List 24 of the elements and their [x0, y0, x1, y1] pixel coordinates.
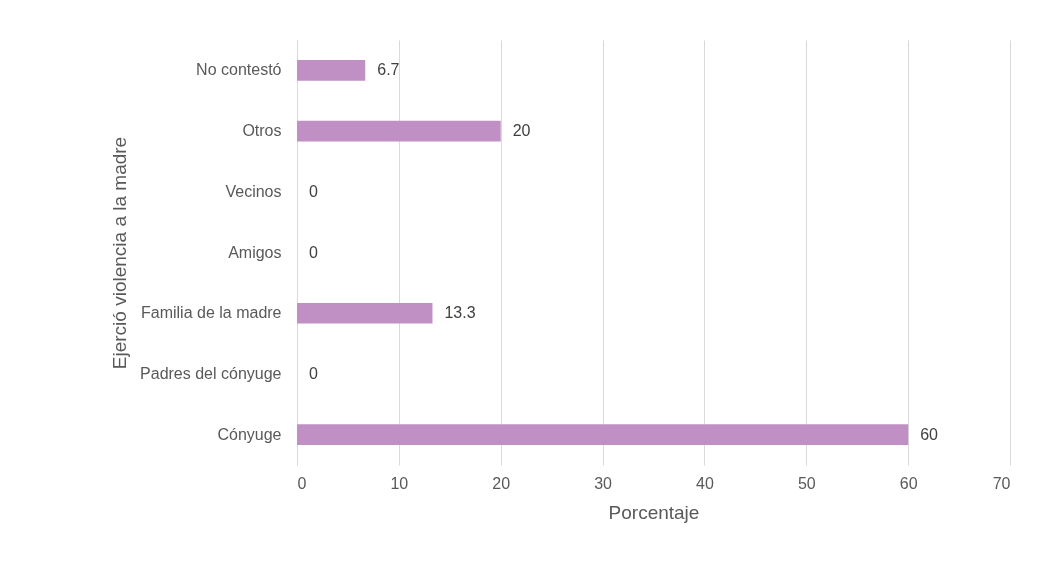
y-tick-label: Cónyuge: [217, 425, 282, 443]
y-tick-label: Padres del cónyuge: [140, 364, 282, 382]
x-tick-label: 40: [696, 474, 714, 492]
data-label: 20: [512, 122, 531, 140]
x-tick-label: 10: [390, 474, 409, 492]
x-axis-title: Porcentaje: [608, 501, 700, 523]
data-label: 0: [309, 243, 318, 261]
x-tick-label: 0: [297, 474, 307, 492]
x-tick-label: 30: [594, 474, 613, 492]
x-tick-label: 70: [992, 474, 1011, 492]
y-tick-label: Amigos: [228, 243, 282, 261]
x-tick-label: 50: [797, 474, 816, 492]
data-label: 6.7: [377, 61, 400, 79]
y-tick-label: No contestó: [196, 61, 282, 79]
y-tick-label: Familia de la madre: [141, 304, 282, 322]
data-label: 0: [309, 182, 318, 200]
data-label: 60: [920, 425, 939, 443]
x-tick-label: 20: [492, 474, 511, 492]
y-tick-label: Vecinos: [225, 182, 282, 200]
y-axis-title: Ejerció violencia a la madre: [109, 136, 131, 370]
data-label: 0: [309, 364, 318, 382]
y-tick-label: Otros: [242, 122, 282, 140]
data-label: 13.3: [444, 304, 476, 322]
x-tick-label: 60: [899, 474, 918, 492]
